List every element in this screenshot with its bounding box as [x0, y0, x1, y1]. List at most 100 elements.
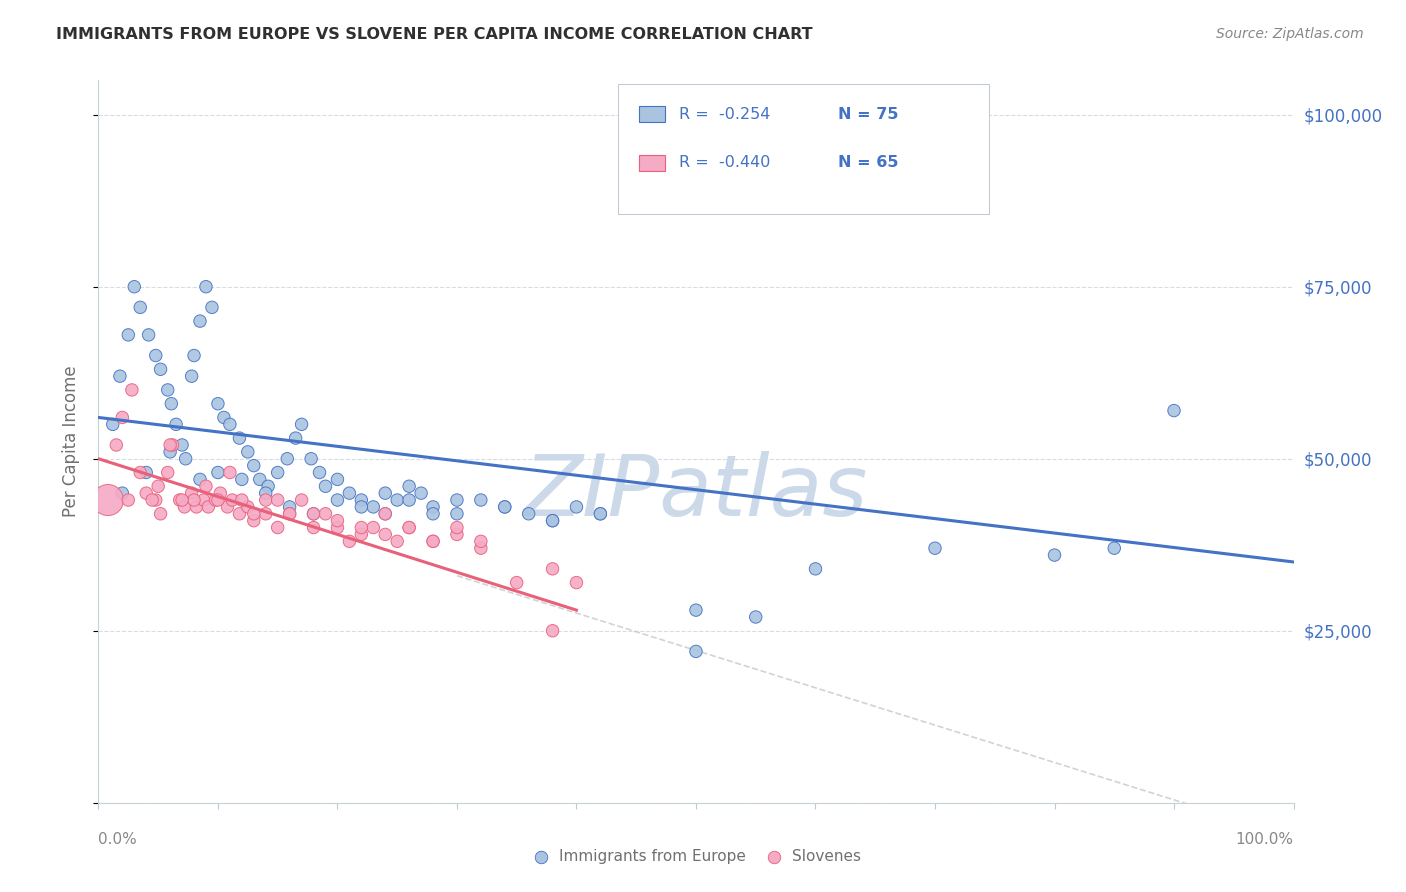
Point — [231, 472, 253, 486]
Point — [350, 527, 373, 541]
Text: 100.0%: 100.0% — [1236, 831, 1294, 847]
Point — [326, 493, 349, 508]
Point — [186, 500, 208, 514]
Point — [385, 534, 409, 549]
Point — [165, 417, 187, 432]
Point — [156, 383, 179, 397]
Point — [148, 479, 170, 493]
Point — [159, 438, 181, 452]
Point — [541, 562, 564, 576]
Point — [470, 493, 492, 508]
Point — [173, 500, 195, 514]
Point — [108, 369, 131, 384]
Point — [315, 479, 337, 493]
Point — [221, 493, 243, 508]
Point — [276, 451, 298, 466]
Point — [254, 493, 277, 508]
Point — [291, 417, 314, 432]
Point — [350, 500, 373, 514]
Point — [219, 466, 242, 480]
Text: N = 75: N = 75 — [838, 107, 898, 121]
Text: Immigrants from Europe: Immigrants from Europe — [558, 849, 745, 864]
Point — [326, 514, 349, 528]
Point — [207, 397, 229, 411]
Point — [243, 458, 266, 473]
Point — [111, 486, 134, 500]
FancyBboxPatch shape — [638, 106, 665, 122]
Point — [180, 369, 202, 384]
FancyBboxPatch shape — [619, 84, 988, 214]
Point — [149, 362, 172, 376]
Point — [446, 527, 468, 541]
Text: IMMIGRANTS FROM EUROPE VS SLOVENE PER CAPITA INCOME CORRELATION CHART: IMMIGRANTS FROM EUROPE VS SLOVENE PER CA… — [56, 27, 813, 42]
Point — [111, 410, 134, 425]
Point — [195, 279, 218, 293]
Point — [172, 493, 194, 508]
Point — [284, 431, 307, 445]
Y-axis label: Per Capita Income: Per Capita Income — [62, 366, 80, 517]
Text: R =  -0.440: R = -0.440 — [679, 155, 770, 170]
Point — [149, 507, 172, 521]
Point — [470, 534, 492, 549]
Point — [302, 507, 325, 521]
Point — [228, 431, 250, 445]
Point — [105, 438, 128, 452]
Point — [160, 397, 183, 411]
Point — [207, 493, 229, 508]
Point — [243, 507, 266, 521]
Point — [299, 451, 322, 466]
Point — [207, 466, 229, 480]
Point — [398, 479, 420, 493]
Point — [326, 520, 349, 534]
Point — [398, 493, 420, 508]
Point — [422, 507, 444, 521]
Text: Source: ZipAtlas.com: Source: ZipAtlas.com — [1216, 27, 1364, 41]
Point — [339, 534, 361, 549]
Point — [162, 438, 184, 452]
Point — [589, 507, 612, 521]
Point — [188, 472, 211, 486]
Point — [243, 514, 266, 528]
Point — [217, 500, 239, 514]
Point — [1043, 548, 1066, 562]
Point — [506, 575, 529, 590]
Point — [541, 514, 564, 528]
Point — [180, 486, 202, 500]
Point — [183, 349, 205, 363]
Point — [135, 486, 157, 500]
Point — [267, 466, 290, 480]
Point — [138, 327, 160, 342]
Point — [188, 314, 211, 328]
Point — [422, 500, 444, 514]
Point — [278, 507, 301, 521]
Point — [422, 534, 444, 549]
Point — [398, 520, 420, 534]
Point — [924, 541, 946, 556]
Point — [135, 466, 157, 480]
Point — [117, 327, 139, 342]
Point — [374, 507, 396, 521]
Point — [685, 603, 707, 617]
Point — [302, 507, 325, 521]
Point — [249, 472, 271, 486]
Point — [494, 500, 516, 514]
Point — [101, 417, 124, 432]
Point — [236, 500, 259, 514]
Point — [156, 466, 179, 480]
Point — [374, 486, 396, 500]
Point — [446, 520, 468, 534]
Point — [209, 486, 232, 500]
Point — [470, 541, 492, 556]
Point — [169, 493, 191, 508]
Point — [124, 279, 146, 293]
Point — [159, 445, 181, 459]
Point — [541, 624, 564, 638]
Point — [363, 520, 385, 534]
Point — [254, 507, 277, 521]
Text: Slovenes: Slovenes — [792, 849, 860, 864]
Point — [363, 500, 385, 514]
Point — [350, 493, 373, 508]
Point — [228, 507, 250, 521]
Point — [121, 383, 143, 397]
Point — [141, 493, 163, 508]
